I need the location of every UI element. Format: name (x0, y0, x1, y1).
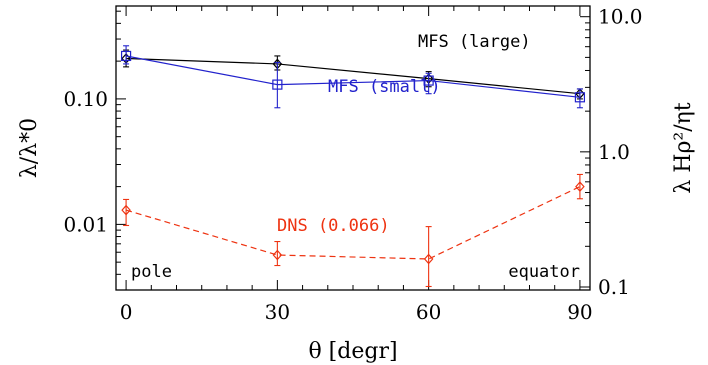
x-axis-title: θ [degr] (308, 339, 397, 364)
labels-layer: 0 30 60 90 0.01 0.10 0.1 1.0 10.0 θ [degr] λ/λ*0 λ … (17, 5, 696, 364)
series-line (126, 57, 580, 95)
right-tick-label: 10.0 (598, 5, 643, 29)
annotation-equator: equator (508, 262, 580, 282)
x-tick-label: 60 (416, 300, 441, 324)
data-point (423, 253, 434, 265)
data-point (574, 92, 586, 103)
axis-ticks (116, 6, 590, 291)
data-point (272, 79, 283, 90)
right-tick-label: 1.0 (598, 140, 630, 164)
annotation-dns-0-066: DNS (0.066) (277, 216, 390, 236)
data-point (272, 249, 283, 261)
left-tick-label: 0.10 (63, 87, 108, 111)
data-point (423, 75, 434, 86)
x-tick-label: 90 (567, 300, 592, 324)
right-tick-label: 0.1 (598, 275, 630, 299)
series-mfs-small (120, 45, 586, 109)
annotation-mfs-large: MFS (large) (418, 32, 531, 52)
data-point (121, 204, 131, 216)
right-axis-title: λ Hρ²/ηt (671, 102, 696, 193)
left-tick-label: 0.01 (63, 212, 108, 236)
x-tick-label: 0 (120, 300, 133, 324)
x-tick-label: 30 (265, 300, 290, 324)
annotation-pole: pole (131, 262, 172, 282)
series-layer (120, 45, 586, 288)
series-dns-0-066 (121, 173, 585, 288)
data-point (120, 50, 132, 62)
left-axis-title: λ/λ*0 (17, 118, 42, 178)
annotation-mfs-small: MFS (small) (328, 77, 441, 97)
data-point (575, 181, 585, 193)
series-line (125, 55, 580, 98)
series-line (125, 186, 581, 260)
